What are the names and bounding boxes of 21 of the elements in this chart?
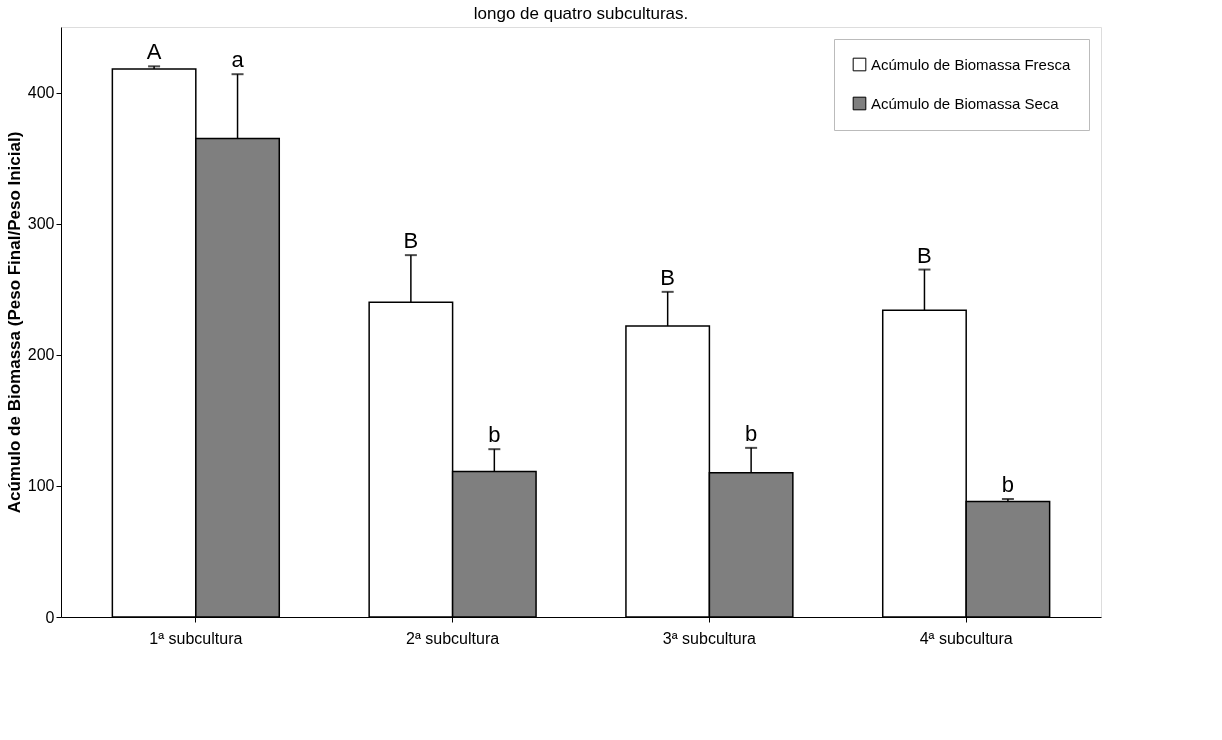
x-tick-label: 2ª subcultura [406, 629, 500, 647]
x-tick-label: 4ª subcultura [919, 629, 1013, 647]
annotation: b [745, 420, 758, 446]
annotation: B [660, 264, 676, 290]
chart-title: longo de quatro subculturas. [473, 4, 689, 23]
y-tick-label: 0 [45, 608, 55, 626]
x-tick-label: 1ª subcultura [149, 629, 243, 647]
y-tick-label: 400 [27, 84, 55, 102]
y-tick-label: 100 [27, 477, 55, 495]
annotation: B [917, 242, 932, 268]
legend-label: Acúmulo de Biomassa Fresca [871, 55, 1071, 73]
annotation: b [488, 422, 501, 448]
annotation: b [1001, 472, 1015, 497]
x-tick-label: 3ª subcultura [662, 629, 757, 647]
annotation: A [146, 39, 162, 65]
legend-label: Acúmulo de Biomassa Seca [871, 94, 1060, 112]
y-tick-label: 300 [27, 215, 55, 233]
y-tick-label: 200 [27, 346, 55, 364]
y-axis-title: Acúmulo de Biomassa (Peso Final/Peso Inicial) [4, 131, 24, 514]
annotation: a [231, 47, 245, 73]
annotation: B [403, 228, 419, 254]
